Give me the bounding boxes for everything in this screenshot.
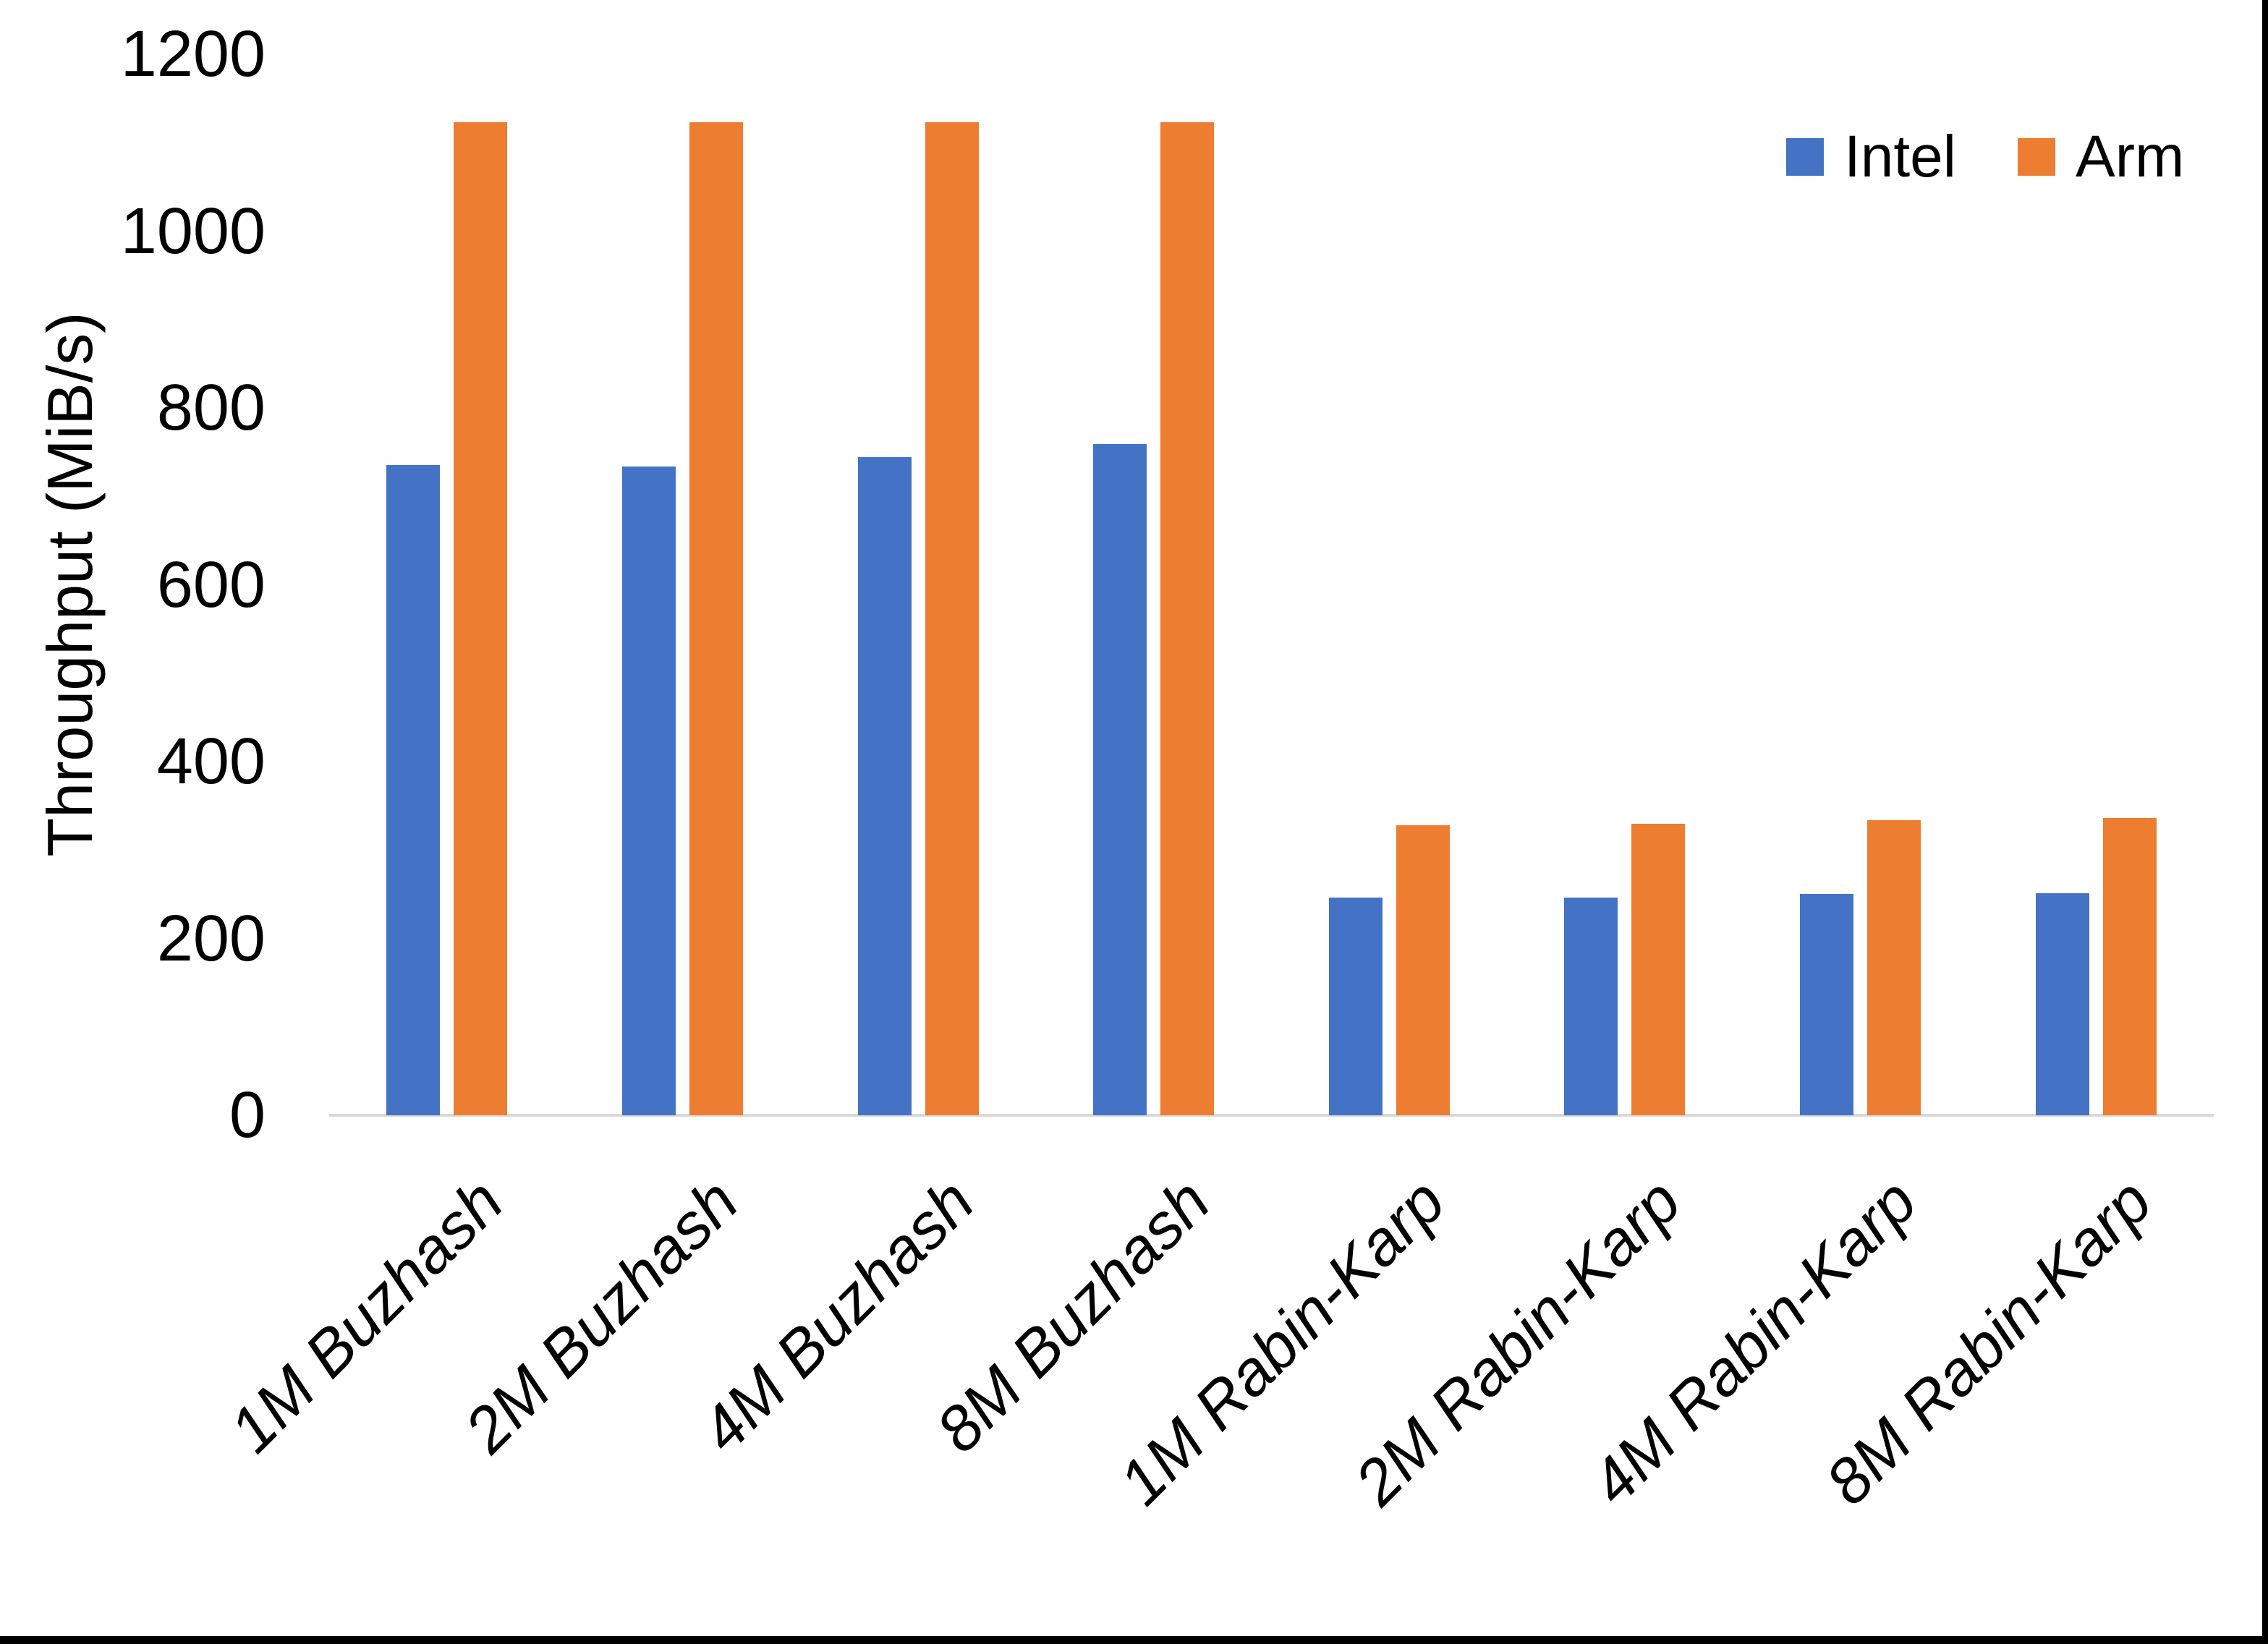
bar-intel-2m-buzhash <box>622 467 676 1115</box>
x-label-2m-buzhash: 2M Buzhash <box>450 1164 752 1466</box>
y-tick-label-400: 400 <box>156 725 266 798</box>
bar-arm-8m-buzhash <box>1160 122 1214 1115</box>
bar-intel-4m-rabin-karp <box>1800 894 1853 1115</box>
y-tick-label-600: 600 <box>156 548 266 621</box>
plot-area <box>329 54 2214 1117</box>
bar-intel-8m-rabin-karp <box>2036 893 2089 1115</box>
x-label-8m-rabin-karp: 8M Rabin-Karp <box>1812 1164 2165 1519</box>
y-tick-label-200: 200 <box>156 902 266 975</box>
screenshot-border-right <box>2262 0 2268 1644</box>
legend-swatch-intel <box>1786 138 1824 176</box>
legend-swatch-arm <box>2018 138 2055 176</box>
bar-arm-4m-buzhash <box>925 122 979 1115</box>
bar-intel-1m-buzhash <box>386 465 440 1115</box>
x-label-1m-rabin-karp: 1M Rabin-Karp <box>1105 1164 1458 1519</box>
x-label-2m-rabin-karp: 2M Rabin-Karp <box>1341 1164 1694 1519</box>
x-label-8m-buzhash: 8M Buzhash <box>922 1164 1223 1466</box>
legend-label-arm: Arm <box>2076 124 2185 189</box>
bar-intel-1m-rabin-karp <box>1329 898 1383 1115</box>
x-label-4m-rabin-karp: 4M Rabin-Karp <box>1576 1164 1930 1519</box>
legend: Intel Arm <box>1786 127 2184 187</box>
bar-arm-8m-rabin-karp <box>2103 818 2157 1115</box>
x-label-4m-buzhash: 4M Buzhash <box>686 1164 988 1466</box>
bar-intel-2m-rabin-karp <box>1564 898 1618 1115</box>
bar-intel-8m-buzhash <box>1093 444 1147 1115</box>
bar-arm-1m-buzhash <box>454 122 507 1115</box>
y-tick-label-800: 800 <box>156 372 266 444</box>
legend-item-arm: Arm <box>2018 127 2184 187</box>
bar-arm-4m-rabin-karp <box>1867 820 1921 1115</box>
bar-intel-4m-buzhash <box>858 457 912 1115</box>
x-axis-line <box>329 1114 2214 1117</box>
bar-arm-1m-rabin-karp <box>1396 825 1450 1115</box>
y-axis-tick-labels: 0 200 400 600 800 1000 1200 <box>0 0 266 1644</box>
bar-arm-2m-rabin-karp <box>1631 824 1685 1115</box>
y-tick-label-1200: 1200 <box>120 18 266 90</box>
screenshot-border-bottom <box>0 1636 2268 1644</box>
legend-label-intel: Intel <box>1844 124 1956 189</box>
legend-item-intel: Intel <box>1786 127 1956 187</box>
y-tick-label-1000: 1000 <box>120 195 266 268</box>
bar-arm-2m-buzhash <box>689 122 743 1115</box>
y-tick-label-0: 0 <box>229 1079 266 1151</box>
